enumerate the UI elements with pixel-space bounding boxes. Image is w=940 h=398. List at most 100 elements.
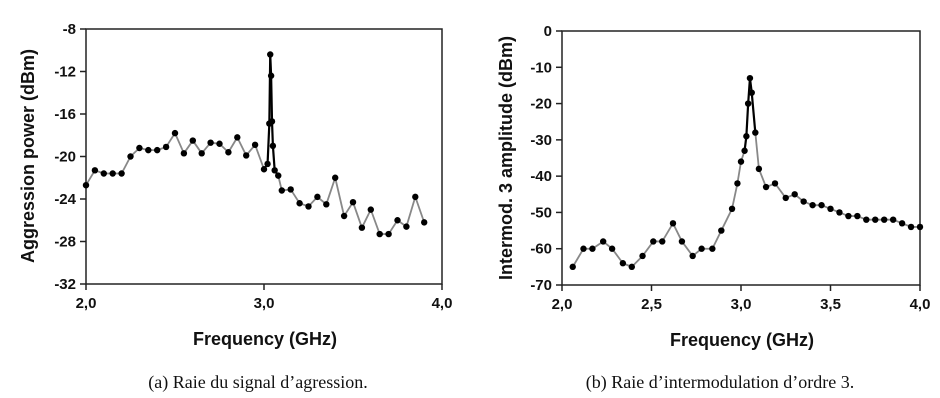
panel-a-series-line-segment xyxy=(254,143,265,171)
panel-b-data-point xyxy=(728,205,736,212)
panel-a-data-point xyxy=(154,146,161,154)
panel-a-data-point xyxy=(296,200,303,207)
panel-a-data-point xyxy=(180,150,188,157)
panel-a-data-point xyxy=(82,181,90,189)
panel-a-y-tick-label: -28 xyxy=(54,234,76,251)
panel-a-plot-frame xyxy=(85,28,443,285)
panel-a-data-point xyxy=(243,152,250,159)
panel-b-data-point xyxy=(599,238,607,245)
panel-b-data-point xyxy=(762,183,770,191)
panel-b-y-tick-label: -70 xyxy=(530,277,552,294)
panel-a-x-tick-label: 2,0 xyxy=(76,295,97,312)
panel-a-data-point xyxy=(269,142,277,150)
panel-a-data-point xyxy=(275,172,282,179)
panel-b-data-point xyxy=(744,100,752,107)
panel-b-x-axis-label: Frequency (GHz) xyxy=(670,330,814,350)
panel-a-y-tick-label: -32 xyxy=(54,276,76,293)
panel-a-data-point xyxy=(305,203,312,210)
panel-b-y-tick-label: -60 xyxy=(530,241,552,258)
panel-b-series-line-segment xyxy=(711,229,723,250)
panel-b-data-point xyxy=(863,216,870,223)
panel-b-data-point xyxy=(836,209,843,216)
panel-b-series-line-segment xyxy=(754,131,760,170)
panel-b-data-point xyxy=(689,252,696,260)
panel-b-data-point xyxy=(589,245,596,252)
panel-b-series-line-segment xyxy=(672,222,683,243)
panel-b-data-point xyxy=(827,205,834,212)
panel-a-y-tick-label: -8 xyxy=(63,21,76,38)
panel-a-data-point xyxy=(207,139,214,146)
panel-b-data-point xyxy=(659,238,666,245)
panel-b-data-point xyxy=(737,158,745,165)
panel-a-series-line-segment xyxy=(236,136,248,157)
panel-b-data-point xyxy=(580,245,587,252)
panel-a-data-point xyxy=(268,118,276,125)
panel-a-data-point xyxy=(109,170,116,177)
panel-b-intermodulation: 0 -10 -20 -30 -40 -50 -60 -70 2,0 2,5 3,0 3,5 4,0 I… xyxy=(496,23,930,393)
panel-b-x-tick-label: 2,5 xyxy=(641,296,662,313)
panel-a-series-line-segment xyxy=(270,120,274,147)
panel-a-series-line-segment xyxy=(405,195,417,228)
panel-b-series xyxy=(569,74,924,271)
panel-b-data-point xyxy=(741,147,748,154)
panel-a-y-axis-label: Aggression power (dBm) xyxy=(18,49,38,263)
panel-a-data-point xyxy=(198,150,205,157)
panel-a-data-point xyxy=(171,129,179,137)
panel-b-data-point xyxy=(800,198,807,205)
panel-b-y-ticks: 0 -10 -20 -30 -40 -50 -60 -70 xyxy=(530,23,562,294)
panel-b-data-point xyxy=(854,212,861,220)
panel-b-data-point xyxy=(881,216,888,223)
panel-a-x-axis-label: Frequency (GHz) xyxy=(193,329,337,349)
panel-b-data-point xyxy=(718,227,725,234)
panel-b-caption: (b) Raie d’intermodulation d’ordre 3. xyxy=(586,372,854,393)
panel-b-data-point xyxy=(569,263,576,271)
panel-b-data-point xyxy=(678,238,686,245)
panel-a-data-point xyxy=(264,160,271,168)
panel-b-data-point xyxy=(898,220,906,227)
panel-a-data-point xyxy=(340,212,348,220)
panel-b-data-point xyxy=(889,216,897,223)
panel-a-data-point xyxy=(267,51,274,58)
panel-b-series-line-segment xyxy=(758,167,767,188)
panel-b-y-tick-label: -20 xyxy=(530,96,552,113)
panel-b-data-point xyxy=(698,245,705,252)
panel-b-x-ticks: 2,0 2,5 3,0 3,5 4,0 xyxy=(552,285,931,313)
panel-b-y-tick-label: -50 xyxy=(530,204,552,221)
panel-b-y-tick-label: -40 xyxy=(530,168,552,185)
panel-a-y-tick-label: -20 xyxy=(54,149,76,166)
panel-b-data-point xyxy=(709,245,716,252)
panel-b-data-point xyxy=(639,252,646,260)
panel-b-y-tick-label: 0 xyxy=(544,23,552,40)
panel-a-series xyxy=(82,51,428,238)
panel-b-data-point xyxy=(755,165,763,173)
panel-a-caption: (a) Raie du signal d’agression. xyxy=(148,372,367,393)
panel-a-data-point xyxy=(260,166,268,173)
panel-b-data-point xyxy=(669,220,677,227)
panel-b-data-point xyxy=(608,245,616,252)
panel-b-x-tick-label: 2,0 xyxy=(552,296,573,313)
panel-a-data-point xyxy=(127,153,134,160)
panel-b-y-axis-label: Intermod. 3 amplitude (dBm) xyxy=(496,36,516,280)
panel-b-series-line-segment xyxy=(661,222,674,243)
panel-a-y-tick-label: -24 xyxy=(54,191,76,208)
panel-a-series-line-segment xyxy=(266,122,271,166)
panel-a-data-point xyxy=(323,201,330,208)
panel-a-data-point xyxy=(100,170,108,177)
panel-a-data-point xyxy=(376,230,383,238)
panel-b-data-point xyxy=(791,191,798,198)
panel-a-y-tick-label: -16 xyxy=(54,106,76,123)
panel-b-data-point xyxy=(734,180,741,187)
panel-a-y-tick-label: -12 xyxy=(54,64,76,81)
panel-a-data-point xyxy=(271,167,278,174)
panel-a-series-line-segment xyxy=(270,74,274,123)
panel-a-series-line-segment xyxy=(360,208,372,229)
panel-a-data-point xyxy=(385,230,392,238)
panel-a-aggression-signal: -8 -12 -16 -20 -24 -28 -32 2,0 3,0 4,0 Aggressio… xyxy=(18,21,452,393)
panel-b-data-point xyxy=(748,89,755,96)
panel-a-data-point xyxy=(145,146,152,154)
panel-a-series-line-segment xyxy=(414,195,426,224)
panel-b-x-tick-label: 4,0 xyxy=(910,296,931,313)
panel-a-data-point xyxy=(287,186,294,193)
panel-a-series-line-segment xyxy=(174,132,185,155)
